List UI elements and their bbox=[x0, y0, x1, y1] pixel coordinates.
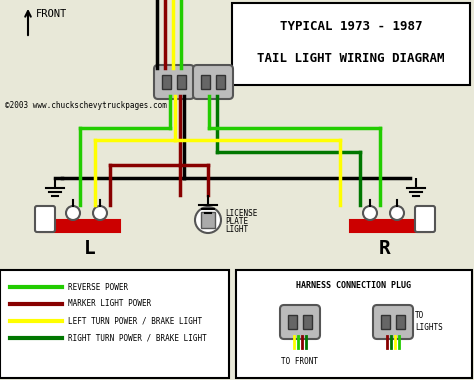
Bar bbox=[216, 75, 225, 89]
Bar bbox=[162, 75, 171, 89]
Text: TO: TO bbox=[415, 312, 424, 320]
Text: L: L bbox=[84, 239, 96, 258]
Text: HARNESS CONNECTION PLUG: HARNESS CONNECTION PLUG bbox=[297, 282, 411, 290]
Text: TAIL LIGHT WIRING DIAGRAM: TAIL LIGHT WIRING DIAGRAM bbox=[257, 52, 445, 65]
Circle shape bbox=[195, 207, 221, 233]
Text: FRONT: FRONT bbox=[36, 9, 67, 19]
Text: LIGHT: LIGHT bbox=[225, 225, 248, 234]
Bar bbox=[201, 212, 215, 228]
Text: TYPICAL 1973 - 1987: TYPICAL 1973 - 1987 bbox=[280, 21, 422, 33]
Bar bbox=[288, 315, 297, 329]
Bar bbox=[201, 75, 210, 89]
Circle shape bbox=[363, 206, 377, 220]
Circle shape bbox=[390, 206, 404, 220]
FancyBboxPatch shape bbox=[232, 3, 470, 85]
Circle shape bbox=[66, 206, 80, 220]
Bar bbox=[303, 315, 312, 329]
Text: ©2003 www.chuckschevytruckpages.com: ©2003 www.chuckschevytruckpages.com bbox=[5, 100, 167, 109]
Text: LICENSE: LICENSE bbox=[225, 209, 257, 218]
Text: LIGHTS: LIGHTS bbox=[415, 323, 443, 332]
Bar bbox=[177, 75, 186, 89]
Text: TO FRONT: TO FRONT bbox=[282, 358, 319, 366]
FancyBboxPatch shape bbox=[154, 65, 194, 99]
Text: PLATE: PLATE bbox=[225, 217, 248, 226]
Bar bbox=[381, 315, 390, 329]
FancyBboxPatch shape bbox=[280, 305, 320, 339]
Bar bbox=[350, 220, 430, 232]
Text: MARKER LIGHT POWER: MARKER LIGHT POWER bbox=[68, 299, 151, 309]
FancyBboxPatch shape bbox=[415, 206, 435, 232]
Text: R: R bbox=[379, 239, 391, 258]
Circle shape bbox=[93, 206, 107, 220]
FancyBboxPatch shape bbox=[373, 305, 413, 339]
Text: LEFT TURN POWER / BRAKE LIGHT: LEFT TURN POWER / BRAKE LIGHT bbox=[68, 317, 202, 326]
FancyBboxPatch shape bbox=[193, 65, 233, 99]
FancyBboxPatch shape bbox=[0, 270, 229, 378]
Bar bbox=[40, 220, 120, 232]
Text: REVERSE POWER: REVERSE POWER bbox=[68, 282, 128, 291]
Text: RIGHT TURN POWER / BRAKE LIGHT: RIGHT TURN POWER / BRAKE LIGHT bbox=[68, 334, 207, 342]
Bar bbox=[396, 315, 405, 329]
FancyBboxPatch shape bbox=[35, 206, 55, 232]
FancyBboxPatch shape bbox=[236, 270, 472, 378]
